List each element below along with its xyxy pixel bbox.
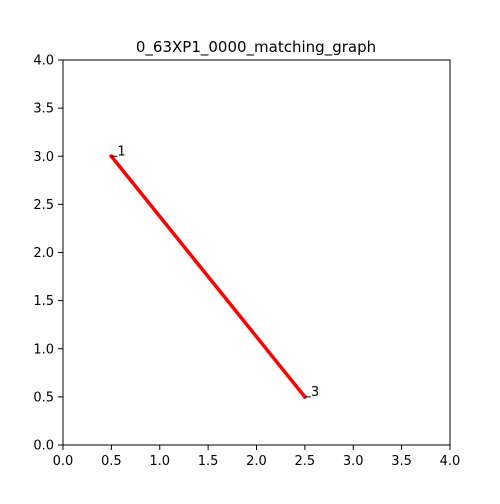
y-tick-label: 1.5 <box>33 294 54 309</box>
x-tick-label: 0.5 <box>101 454 122 469</box>
x-tick-label: 2.0 <box>246 454 267 469</box>
x-tick-label: 3.5 <box>391 454 412 469</box>
x-tick-label: 3.0 <box>343 454 364 469</box>
chart-title: 0_63XP1_0000_matching_graph <box>136 38 376 57</box>
y-tick-label: 3.5 <box>33 102 54 117</box>
edge-line <box>109 154 307 399</box>
y-tick-label: 2.0 <box>33 246 54 261</box>
y-tick-label: 2.5 <box>33 198 54 213</box>
x-tick-label: 0.0 <box>53 454 74 469</box>
y-tick-label: 0.5 <box>33 390 54 405</box>
x-tick-label: 1.5 <box>198 454 219 469</box>
y-tick-label: 1.0 <box>33 342 54 357</box>
y-tick-label: 0.0 <box>33 439 54 454</box>
node-label: 1 <box>117 144 125 159</box>
x-tick-label: 4.0 <box>440 454 461 469</box>
plot-area: 0.0 0.5 1.0 1.5 2.0 2.5 3.0 3.5 4.0 0.0 0.5 1.0 1.5 2… <box>33 54 460 470</box>
x-tick-label: 1.0 <box>149 454 170 469</box>
node-label: 3 <box>311 385 319 400</box>
x-tick-label: 2.5 <box>295 454 316 469</box>
y-tick-label: 4.0 <box>33 54 54 69</box>
y-tick-label: 3.0 <box>33 150 54 165</box>
